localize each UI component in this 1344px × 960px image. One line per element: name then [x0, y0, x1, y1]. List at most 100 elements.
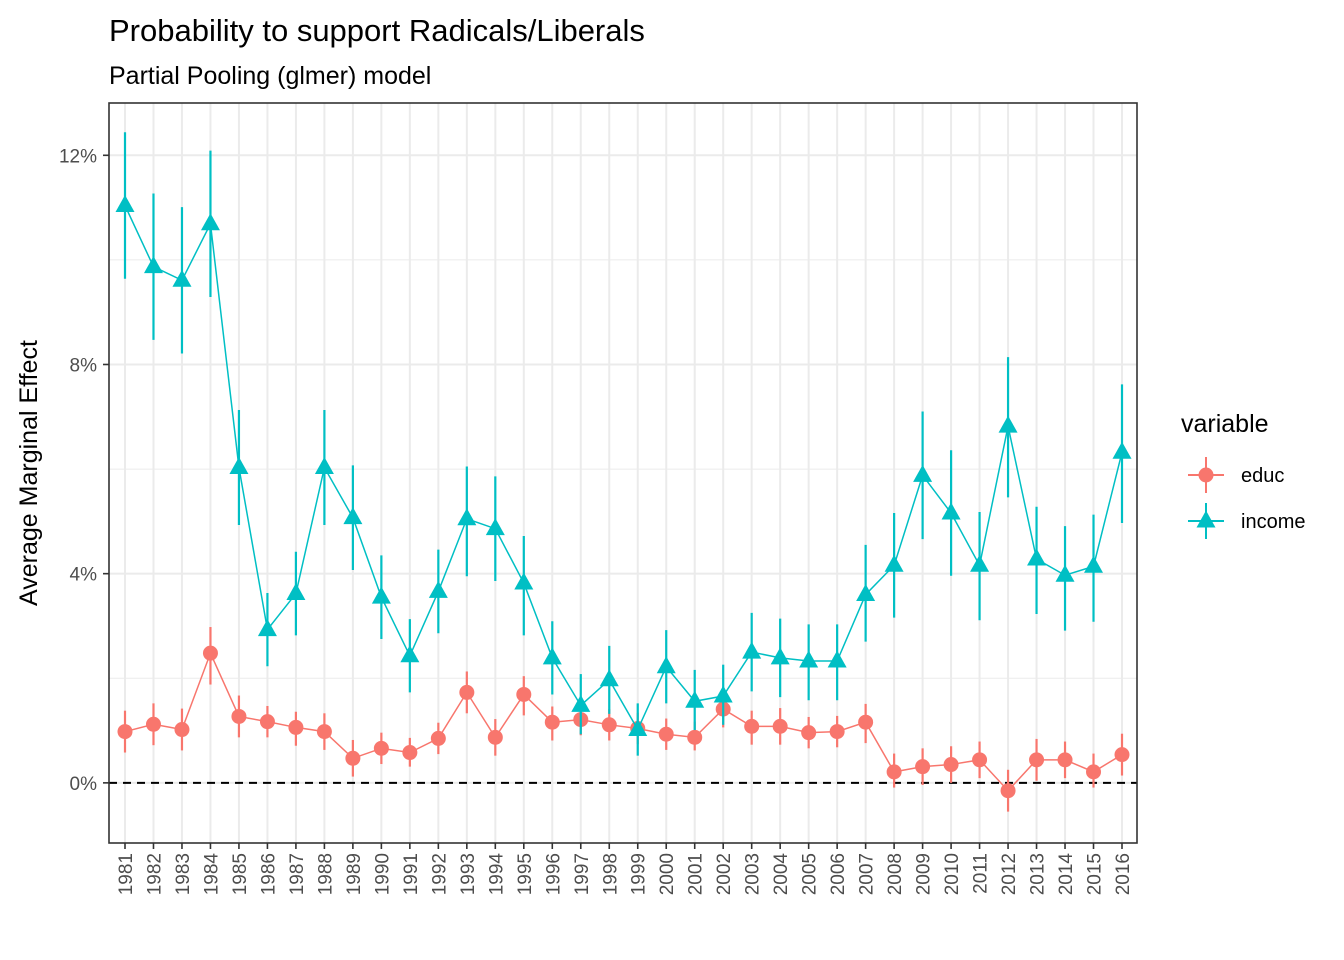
x-tick-label: 1996 [543, 853, 564, 895]
data-point-income [400, 645, 420, 663]
data-point-income [799, 650, 819, 668]
series-income [115, 132, 1132, 756]
data-point-educ [145, 716, 161, 732]
data-point-income [314, 456, 334, 474]
data-point-educ [373, 740, 389, 756]
x-tick-label: 1984 [201, 853, 222, 896]
chart-title: Probability to support Radicals/Liberals [109, 13, 645, 48]
x-tick-label: 2016 [1113, 853, 1134, 895]
x-tick-label: 1998 [600, 853, 621, 895]
data-point-educ [1000, 783, 1016, 799]
data-point-income [229, 456, 249, 474]
data-point-educ [316, 724, 332, 740]
data-point-educ [658, 726, 674, 742]
series-educ [117, 627, 1130, 812]
data-point-income [599, 669, 619, 687]
x-tick-label: 1989 [344, 853, 365, 895]
data-point-educ [1029, 752, 1045, 768]
y-axis: 0% 4% 8% 12% [59, 146, 109, 795]
x-tick-label: 1995 [515, 853, 536, 895]
data-point-educ [801, 725, 817, 741]
x-tick-label: 2005 [800, 853, 821, 895]
data-point-educ [772, 718, 788, 734]
data-point-income [1084, 555, 1104, 573]
data-point-income [172, 269, 192, 287]
x-axis: 1981 1982 1983 1984 1985 1986 1987 1988 1989 1990… [116, 843, 1134, 895]
data-point-educ [487, 729, 503, 745]
data-point-educ [829, 724, 845, 740]
data-point-income [656, 656, 676, 674]
data-point-educ [459, 684, 475, 700]
data-point-income [428, 580, 448, 598]
x-tick-label: 1981 [116, 853, 137, 895]
data-point-educ [915, 759, 931, 775]
x-tick-label: 2013 [1028, 853, 1049, 895]
data-point-income [827, 650, 847, 668]
data-point-income [143, 256, 163, 274]
plot-panel [108, 102, 1138, 844]
x-tick-label: 1983 [173, 853, 194, 895]
data-point-educ [601, 717, 617, 733]
data-point-income [257, 619, 277, 637]
data-point-income [457, 508, 477, 526]
data-point-income [742, 641, 762, 659]
y-tick-label: 4% [70, 565, 98, 586]
data-point-income [970, 554, 990, 572]
panel-background [109, 103, 1137, 843]
x-tick-label: 2012 [999, 853, 1020, 895]
x-tick-label: 2009 [914, 853, 935, 895]
data-point-income [685, 690, 705, 708]
x-tick-label: 2006 [828, 853, 849, 895]
x-tick-label: 1985 [230, 853, 251, 895]
x-tick-label: 2002 [714, 853, 735, 895]
legend-item-educ: educ [1188, 457, 1284, 493]
data-point-income [485, 518, 505, 536]
legend-label-educ: educ [1241, 465, 1284, 487]
data-point-educ [687, 729, 703, 745]
x-tick-label: 2008 [885, 853, 906, 895]
grid-minor [109, 259, 1137, 679]
x-tick-label: 1997 [572, 853, 593, 895]
data-point-educ [174, 722, 190, 738]
data-point-income [1112, 441, 1132, 459]
x-tick-label: 1987 [287, 853, 308, 895]
data-point-educ [1114, 747, 1130, 763]
data-point-income [856, 584, 876, 602]
data-point-educ [972, 752, 988, 768]
data-point-educ [231, 708, 247, 724]
y-tick-label: 8% [70, 355, 98, 376]
data-point-educ [544, 714, 560, 730]
data-point-educ [858, 714, 874, 730]
x-tick-label: 2010 [942, 853, 963, 895]
legend-label-income: income [1241, 511, 1305, 533]
x-tick-label: 2003 [743, 853, 764, 895]
data-point-educ [430, 730, 446, 746]
x-tick-label: 2007 [857, 853, 878, 895]
data-point-income [343, 507, 363, 525]
x-tick-label: 1999 [629, 853, 650, 895]
data-point-educ [402, 745, 418, 761]
x-tick-label: 1993 [458, 853, 479, 895]
x-tick-label: 2004 [771, 853, 792, 896]
data-point-educ [943, 757, 959, 773]
chart-subtitle: Partial Pooling (glmer) model [109, 62, 431, 90]
data-point-educ [1086, 764, 1102, 780]
data-point-income [514, 572, 534, 590]
x-tick-label: 2011 [971, 853, 992, 894]
data-point-income [371, 586, 391, 604]
data-point-educ [259, 714, 275, 730]
triangle-icon [1196, 510, 1216, 528]
legend: variable educ income [1181, 410, 1305, 539]
data-point-educ [288, 719, 304, 735]
data-point-income [770, 647, 790, 665]
data-point-educ [744, 718, 760, 734]
legend-item-income: income [1188, 503, 1305, 539]
data-point-educ [886, 764, 902, 780]
data-point-income [542, 647, 562, 665]
x-tick-label: 1991 [401, 853, 422, 895]
data-point-income [115, 194, 135, 212]
x-tick-label: 2001 [686, 853, 707, 895]
data-point-income [713, 685, 733, 703]
data-point-educ [117, 724, 133, 740]
